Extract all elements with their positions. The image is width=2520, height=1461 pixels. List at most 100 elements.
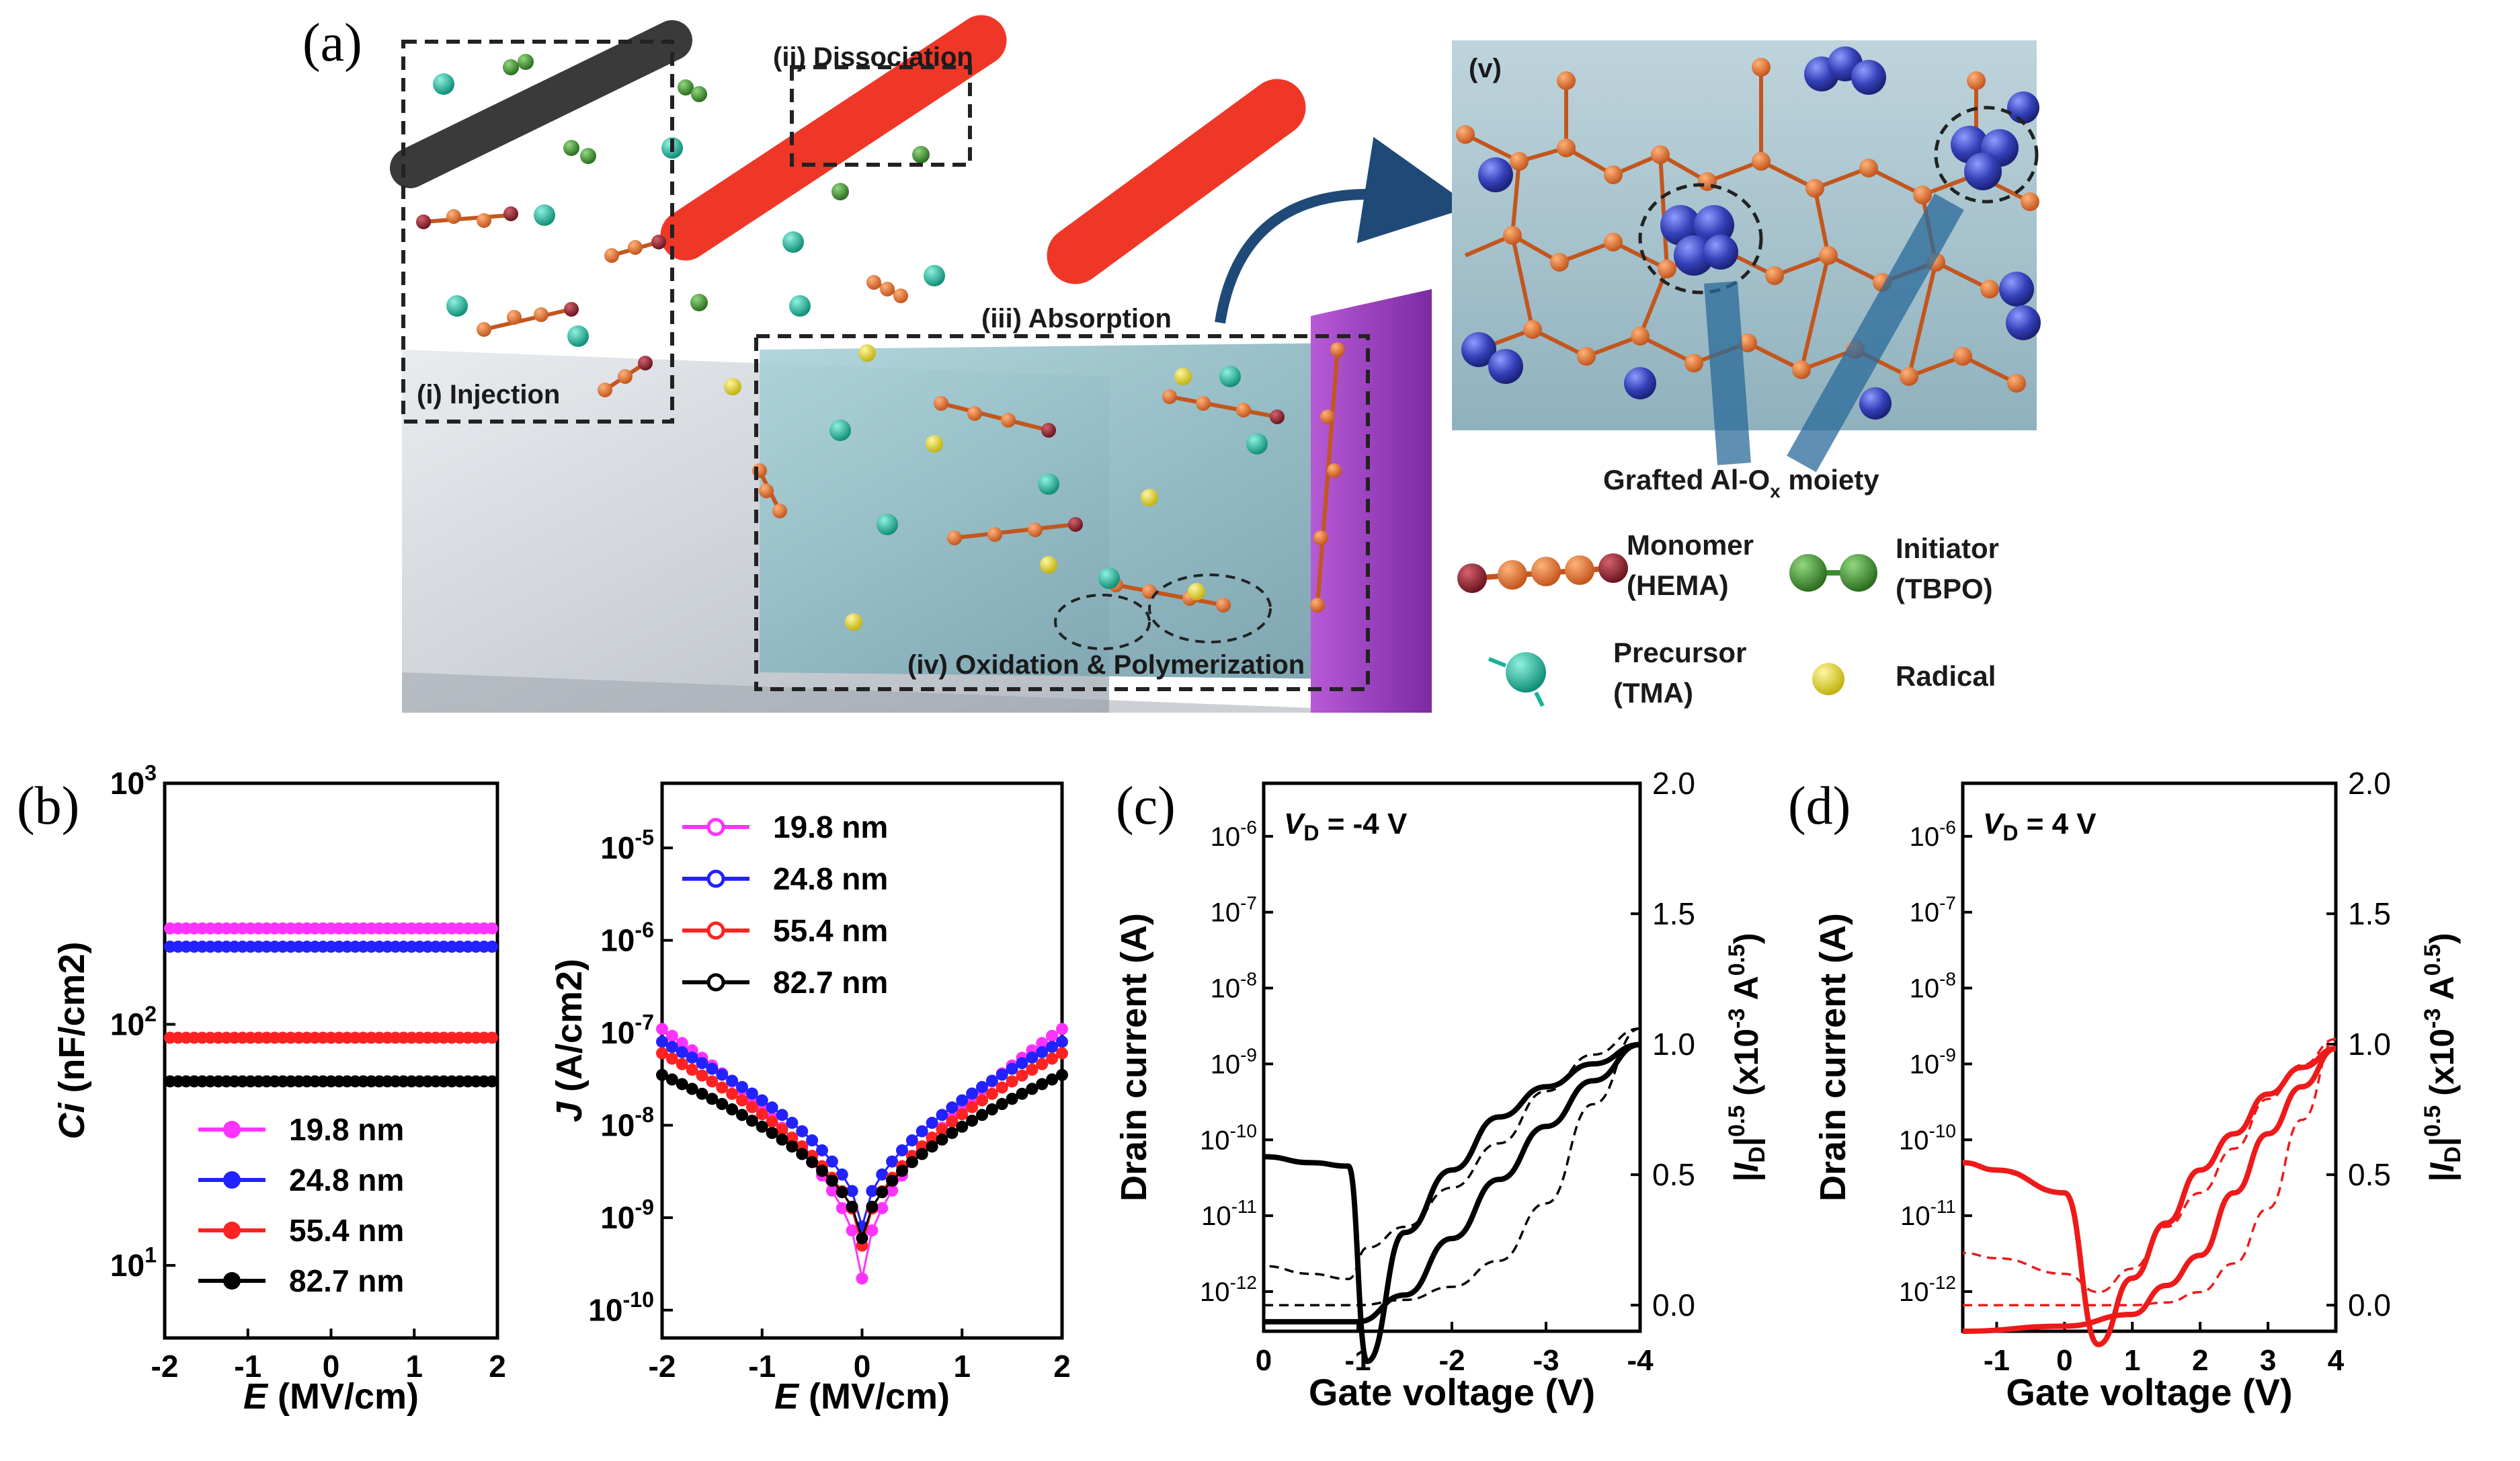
chart-leakage-current: -2 -1 0 1 2 10-10 10-9 10-8 10-7 10-6 10-5 E (MV/cm… xyxy=(549,781,1071,1417)
data-point xyxy=(836,1186,848,1199)
y-axis-label-right: |ID|0.5 (x10-3 A0.5) xyxy=(2420,933,2466,1181)
grafted-site xyxy=(1638,183,1763,294)
y-tick-label-right: 0.5 xyxy=(1652,1157,1695,1192)
y-tick-label-left: 10-11 xyxy=(1201,1196,1257,1231)
data-point xyxy=(816,1144,828,1156)
grafted-pointer xyxy=(1787,193,1964,473)
plot-frame xyxy=(1961,781,2338,1333)
data-point xyxy=(706,1062,719,1075)
label-absorption: (iii) Absorption xyxy=(981,304,1172,333)
data-point xyxy=(956,1108,969,1121)
monomer-chain xyxy=(1310,342,1345,613)
svg-text:Precursor: Precursor xyxy=(1613,637,1746,668)
y-tick-label: 10-9 xyxy=(600,1195,654,1235)
data-point xyxy=(745,1114,758,1127)
y-tick-label-left: 10-9 xyxy=(1910,1044,1956,1079)
monomer-chain xyxy=(416,206,518,229)
precursor xyxy=(1246,433,1268,455)
data-point xyxy=(1036,1078,1049,1091)
y-tick-label: 101 xyxy=(110,1242,157,1283)
annotation: VD = -4 V xyxy=(1284,807,1408,845)
initiator-fragment xyxy=(690,294,708,311)
data-point xyxy=(786,1117,799,1130)
data-point xyxy=(966,1101,979,1113)
y-tick-label-left: 10-12 xyxy=(1899,1272,1956,1307)
data-point xyxy=(1056,1047,1068,1060)
y-tick-label-left: 10-12 xyxy=(1200,1272,1257,1307)
data-point xyxy=(736,1080,748,1093)
data-point xyxy=(1006,1093,1018,1105)
data-point xyxy=(706,1093,719,1105)
y-axis-label-left: Drain current (A) xyxy=(1813,913,1853,1201)
legend-marker xyxy=(706,973,725,992)
data-point xyxy=(896,1164,908,1177)
data-point xyxy=(946,1101,959,1114)
data-point xyxy=(1026,1064,1039,1076)
precursor xyxy=(446,295,468,317)
svg-text:Radical: Radical xyxy=(1896,660,1996,692)
data-point xyxy=(946,1127,959,1140)
data-point xyxy=(825,1184,838,1197)
y-axis-label-left: Drain current (A) xyxy=(1114,913,1154,1201)
data-point xyxy=(776,1109,788,1121)
data-point xyxy=(1036,1037,1049,1050)
x-tick-label: -2 xyxy=(151,1349,179,1384)
x-tick-label: 4 xyxy=(2328,1344,2345,1377)
x-tick-label: 3 xyxy=(2260,1344,2276,1377)
svg-text:(HEMA): (HEMA) xyxy=(1627,569,1729,601)
label-zoom: (v) xyxy=(1469,54,1502,83)
y-tick-label-left: 10-9 xyxy=(1211,1044,1257,1079)
alox-clusters xyxy=(1461,46,2041,420)
data-point xyxy=(836,1168,848,1181)
data-point xyxy=(995,1081,1008,1094)
grafted-label: Grafted Al-Ox moiety xyxy=(1603,464,1879,502)
legend-label: 55.4 nm xyxy=(773,913,888,948)
data-point xyxy=(1006,1062,1018,1075)
data-point xyxy=(995,1068,1008,1081)
axis-label: Ci (nF/cm2) xyxy=(52,941,92,1139)
monomer-chain xyxy=(1162,389,1285,424)
data-point xyxy=(916,1125,928,1138)
svg-text:(TMA): (TMA) xyxy=(1613,677,1693,709)
drain-current-forward xyxy=(1263,1041,1641,1325)
precursor xyxy=(829,420,851,441)
legend-marker xyxy=(706,921,725,940)
precursor xyxy=(534,204,555,226)
data-point xyxy=(716,1081,729,1094)
y-tick-label-right: 0.0 xyxy=(2348,1288,2391,1322)
data-point xyxy=(756,1120,768,1133)
legend-marker xyxy=(223,1272,241,1290)
data-point xyxy=(956,1120,969,1133)
panel-label-a: (a) xyxy=(302,13,362,73)
data-point xyxy=(665,1052,678,1065)
data-point xyxy=(816,1164,828,1177)
data-point xyxy=(905,1134,918,1147)
x-tick-label: 2 xyxy=(2192,1344,2208,1377)
precursor-molecules xyxy=(433,73,1268,589)
radical xyxy=(845,613,862,631)
data-point xyxy=(1016,1087,1028,1100)
y-tick-label: 103 xyxy=(110,760,157,801)
data-point xyxy=(686,1051,698,1064)
radical xyxy=(724,378,741,395)
data-point xyxy=(1036,1045,1049,1058)
data-point xyxy=(886,1184,899,1197)
svg-text:Monomer: Monomer xyxy=(1627,529,1754,561)
legend-monomer: Monomer (HEMA) xyxy=(1457,529,1754,601)
data-point xyxy=(866,1224,879,1237)
panel-label-d: (d) xyxy=(1788,777,1851,836)
data-point xyxy=(486,1031,498,1044)
data-point xyxy=(1026,1082,1039,1095)
y-tick-label-left: 10-10 xyxy=(1899,1120,1956,1155)
data-point xyxy=(926,1140,938,1153)
legend-label: 19.8 nm xyxy=(773,810,888,844)
data-point xyxy=(806,1156,819,1169)
radical-molecules xyxy=(724,344,1205,631)
data-point xyxy=(726,1074,739,1087)
x-tick-label: -1 xyxy=(1984,1344,2010,1377)
data-point xyxy=(686,1082,698,1095)
data-point xyxy=(1046,1041,1059,1054)
data-point xyxy=(956,1094,969,1107)
data-point xyxy=(486,1075,498,1088)
